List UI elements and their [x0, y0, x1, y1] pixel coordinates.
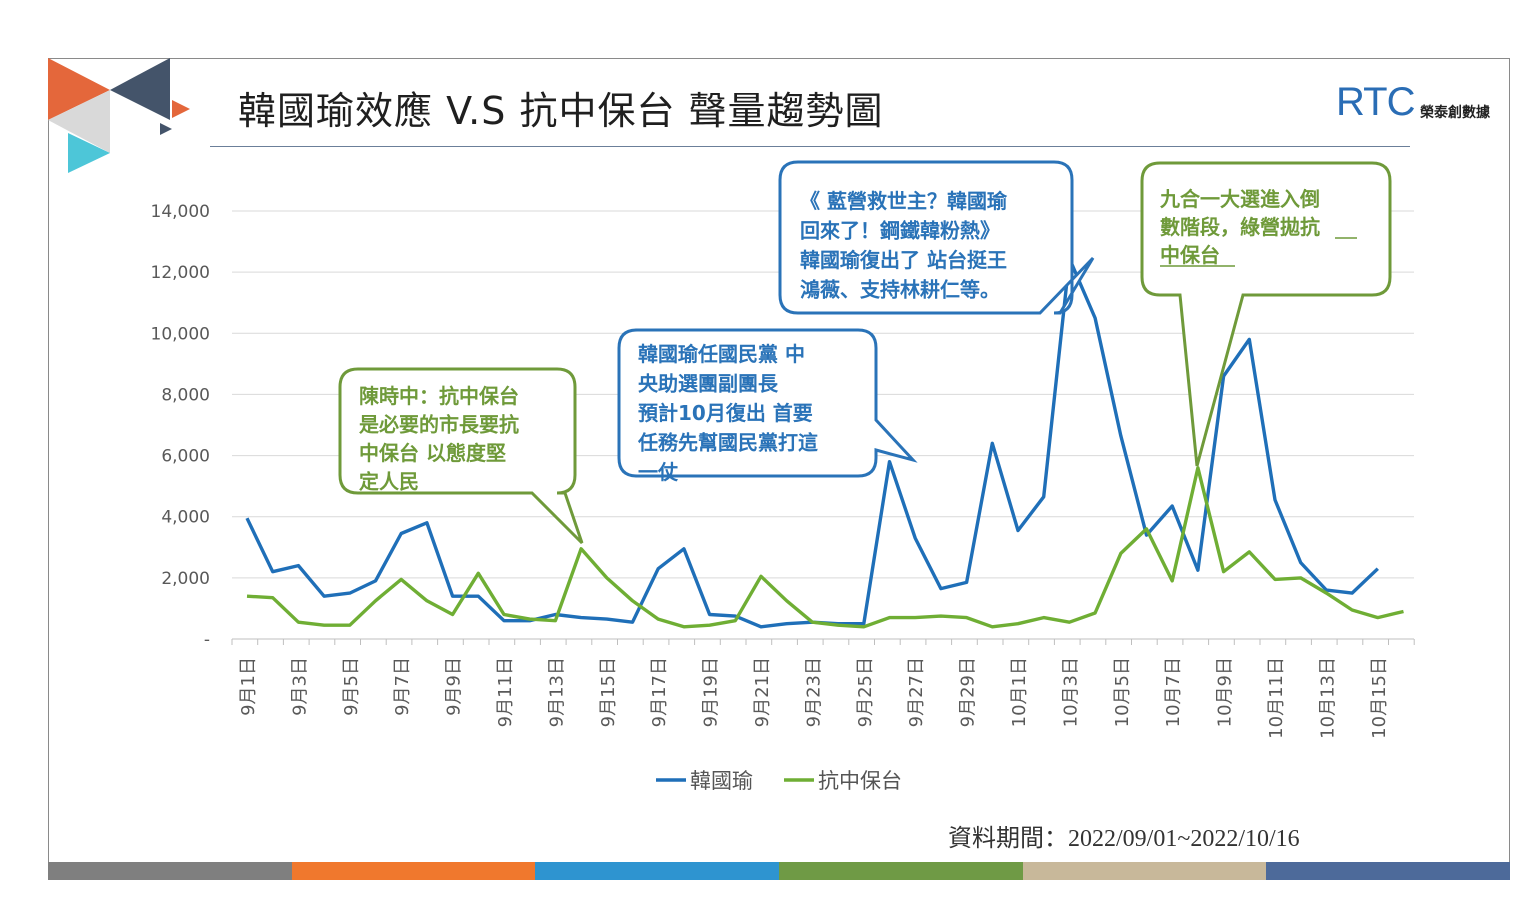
x-tick-label: 9月9日 [444, 657, 465, 716]
corner-decoration [48, 58, 190, 173]
legend-label-1: 韓國瑜 [690, 769, 753, 793]
callout-text-line: 韓國瑜復出了 站台挺王 [800, 248, 1007, 272]
callout-text-line: 鴻薇、支持林耕仁等。 [800, 278, 1000, 302]
legend-label-2: 抗中保台 [818, 769, 902, 793]
callout-text-line: 一仗 [638, 460, 679, 484]
y-tick-label: - [204, 630, 210, 650]
data-period-note: 資料期間：2022/09/01~2022/10/16 [948, 826, 1300, 852]
y-tick-label: 12,000 [151, 263, 210, 283]
bar-segment [535, 862, 780, 880]
x-tick-label: 10月11日 [1266, 657, 1287, 739]
x-axis-ticks: 9月1日 9月3日 9月5日 9月7日 9月9日 9月11日 9月13日 9月15日 9月17日… [238, 657, 1390, 739]
callout-text-line: 韓國瑜任國民黨 中 [638, 342, 805, 366]
callout-text-line: 中保台 以態度堅 [359, 441, 506, 465]
bar-segment [779, 862, 1023, 880]
x-tick-label: 10月5日 [1112, 657, 1133, 727]
callout-text-line: 《 藍營救世主？韓國瑜 [800, 189, 1008, 213]
x-tick-label: 10月15日 [1369, 657, 1390, 739]
x-tick-label: 9月11日 [495, 657, 516, 727]
callout-text-line: 任務先幫國民黨打這 [637, 431, 818, 455]
x-tick-label: 9月5日 [341, 657, 362, 716]
x-tick-label: 9月19日 [701, 657, 722, 727]
x-tick-label: 9月1日 [238, 657, 259, 716]
callout-text-line: 陳時中：抗中保台 [359, 384, 519, 408]
y-tick-label: 8,000 [161, 385, 210, 405]
bar-segment [1266, 862, 1511, 880]
callout-text-line: 九合一大選進入倒 [1159, 187, 1320, 211]
x-tick-label: 9月7日 [392, 657, 413, 716]
logo-name: 榮泰創數據 [1420, 105, 1490, 121]
y-tick-label: 14,000 [151, 202, 210, 222]
y-tick-label: 10,000 [151, 324, 210, 344]
y-axis-ticks: - 2,000 4,000 6,000 8,000 10,000 12,000 14,000 [151, 202, 210, 650]
callout-bubble [617, 328, 918, 478]
callout-text-line: 數階段，綠營拋抗 [1160, 215, 1320, 239]
x-tick-label: 9月13日 [546, 657, 567, 727]
bar-segment [291, 862, 536, 880]
series-lines [245, 256, 1404, 629]
bar-segment [48, 862, 292, 880]
callout-text-line: 是必要的市長要抗 [358, 413, 519, 437]
series-line-2 [246, 466, 1404, 629]
x-tick-label: 10月7日 [1163, 657, 1184, 727]
x-tick-label: 10月1日 [1009, 657, 1030, 727]
callout-text-line: 回來了！鋼鐵韓粉熱》 [800, 219, 1000, 243]
callout-text-line: 央助選團副團長 [638, 372, 779, 396]
x-tick-label: 10月9日 [1215, 657, 1236, 727]
x-tick-label: 9月29日 [958, 657, 979, 727]
x-tick-label: 9月3日 [289, 657, 310, 716]
y-tick-label: 6,000 [161, 447, 210, 467]
callout-bubble [338, 367, 584, 545]
legend: 韓國瑜 抗中保台 [656, 769, 902, 793]
x-tick-label: 9月25日 [855, 657, 876, 727]
y-tick-label: 4,000 [161, 508, 210, 528]
x-tick-label: 9月15日 [598, 657, 619, 727]
callout-text-line: 定人民 [359, 470, 419, 494]
bar-segment [1022, 862, 1267, 880]
logo-brand: RTC [1336, 80, 1415, 124]
chart-title: 韓國瑜效應 V.S 抗中保台 聲量趨勢圖 [238, 89, 884, 133]
x-tick-label: 9月27日 [906, 657, 927, 727]
rtc-logo: RTC 榮泰創數據 [1336, 80, 1506, 130]
x-tick-label: 10月3日 [1060, 657, 1081, 727]
title-divider [210, 146, 1410, 147]
x-tick-label: 10月13日 [1317, 657, 1338, 739]
bottom-color-bar [48, 862, 1511, 880]
x-tick-label: 9月17日 [649, 657, 670, 727]
callout-text-line: 預計10月復出 首要 [638, 401, 813, 425]
callout-text-line: 中保台 [1160, 243, 1220, 267]
callout-bubble [1140, 161, 1392, 467]
y-tick-label: 2,000 [161, 569, 210, 589]
x-tick-label: 9月23日 [803, 657, 824, 727]
x-tick-label: 9月21日 [752, 657, 773, 727]
callout-bubble [778, 160, 1095, 315]
